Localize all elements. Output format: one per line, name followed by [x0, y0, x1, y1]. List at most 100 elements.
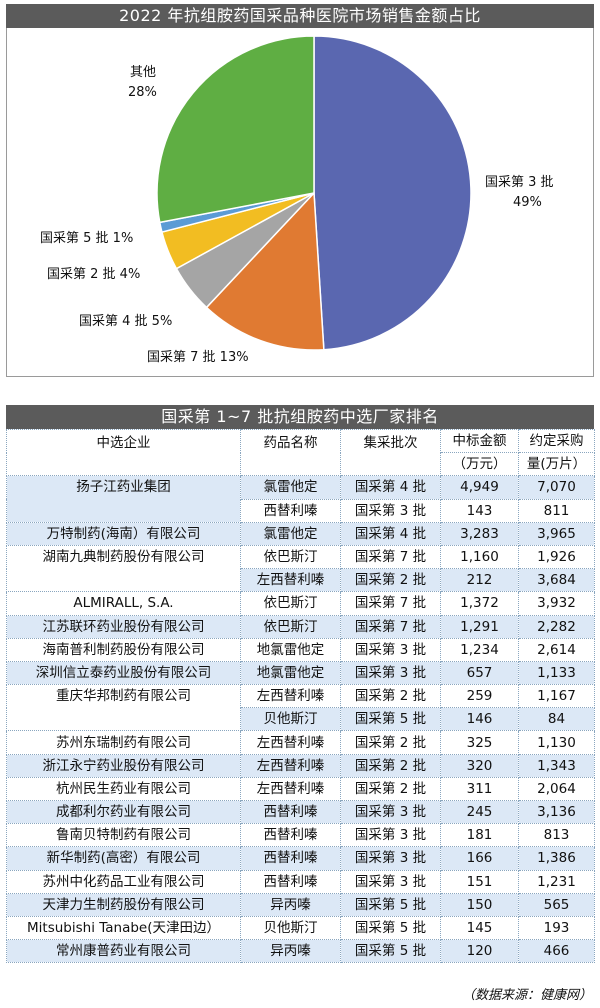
drug-cell: 贝他斯汀 [240, 915, 341, 941]
amount-cell: 4,949 [440, 475, 519, 500]
batch-cell: 国采第 5 批 [340, 707, 441, 732]
chart-title: 2022 年抗组胺药国采品种医院市场销售金额占比 [6, 4, 594, 28]
volume-cell: 466 [518, 939, 595, 964]
table-row: 西替利嗪 国采第 3 批 143 811 [7, 498, 595, 523]
drug-cell: 左西替利嗪 [240, 753, 341, 778]
company-cell: 苏州中化药品工业有限公司 [6, 869, 241, 894]
drug-cell: 西替利嗪 [240, 498, 341, 523]
pie-slice-label: 国采第 5 批 1% [40, 231, 133, 246]
batch-cell: 国采第 2 批 [340, 684, 441, 709]
table-row: 海南普利制药股份有限公司 地氯雷他定 国采第 3 批 1,234 2,614 [6, 637, 595, 662]
company-cell: 鲁南贝特制药有限公司 [6, 823, 241, 848]
amount-cell: 146 [440, 707, 519, 732]
volume-cell: 3,684 [518, 568, 595, 593]
volume-cell: 3,136 [518, 799, 595, 825]
company-cell: 湖南九典制药股份有限公司 [6, 544, 241, 593]
header-drug: 药品名称 [240, 428, 341, 477]
amount-cell: 151 [440, 869, 519, 894]
amount-cell: 143 [440, 498, 519, 523]
volume-cell: 3,965 [518, 521, 595, 546]
volume-cell: 1,926 [518, 544, 595, 570]
amount-cell: 212 [440, 568, 519, 593]
company-cell: ALMIRALL, S.A. [6, 591, 241, 616]
company-cell: 江苏联环药业股份有限公司 [6, 614, 241, 639]
company-cell: 海南普利制药股份有限公司 [6, 637, 241, 662]
batch-cell: 国采第 3 批 [340, 498, 441, 523]
amount-cell: 657 [440, 660, 519, 686]
amount-cell: 1,291 [440, 614, 519, 639]
volume-cell: 1,343 [518, 753, 595, 778]
pie-slice-label: 国采第 4 批 5% [79, 314, 172, 329]
amount-cell: 325 [440, 730, 519, 755]
table-row: 鲁南贝特制药有限公司 西替利嗪 国采第 3 批 181 813 [6, 823, 595, 848]
pie-slice [156, 35, 315, 224]
drug-cell: 贝他斯汀 [240, 707, 341, 732]
amount-cell: 1,234 [440, 637, 519, 662]
batch-cell: 国采第 7 批 [340, 591, 441, 616]
table-row: 重庆华邦制药有限公司 左西替利嗪 国采第 2 批 259 1,167 [6, 684, 595, 732]
table-row: 万特制药(海南）有限公司 氯雷他定 国采第 4 批 3,283 3,965 [6, 521, 595, 546]
header-volume: 约定采购 [518, 428, 595, 454]
table-row: 浙江永宁药业股份有限公司 左西替利嗪 国采第 2 批 320 1,343 [6, 753, 595, 778]
drug-cell: 左西替利嗪 [240, 568, 341, 593]
table-row: 江苏联环药业股份有限公司 依巴斯汀 国采第 7 批 1,291 2,282 [6, 614, 595, 639]
drug-cell: 西替利嗪 [240, 869, 341, 894]
pie-slice-label: 国采第 7 批 13% [147, 350, 249, 365]
volume-cell: 2,614 [518, 637, 595, 662]
company-cell: 深圳信立泰药业股份有限公司 [6, 660, 241, 686]
volume-cell: 193 [518, 915, 595, 941]
company-cell: 浙江永宁药业股份有限公司 [6, 753, 241, 778]
drug-cell: 地氯雷他定 [240, 637, 341, 662]
pie-slice [313, 35, 472, 351]
pie-chart: 国采第 3 批 49% 国采第 7 批 13% 国采第 4 批 5% 国采第 2 批 4… [40, 35, 554, 365]
company-cell: 万特制药(海南）有限公司 [6, 521, 241, 546]
drug-cell: 异丙嗪 [240, 892, 341, 917]
batch-cell: 国采第 3 批 [340, 660, 441, 686]
header-company: 中选企业 [6, 428, 241, 477]
pie-slice-label: 国采第 2 批 4% [47, 267, 140, 282]
table-row: ALMIRALL, S.A. 依巴斯汀 国采第 7 批 1,372 3,932 [6, 591, 595, 616]
drug-cell: 依巴斯汀 [240, 614, 341, 639]
amount-cell: 259 [440, 684, 519, 709]
table-row: Mitsubishi Tanabe(天津田边） 贝他斯汀 国采第 5 批 145 193 [6, 915, 595, 941]
volume-cell: 811 [518, 498, 595, 523]
batch-cell: 国采第 2 批 [340, 776, 441, 802]
table-row: 湖南九典制药股份有限公司 依巴斯汀 国采第 7 批 1,160 1,926 [6, 544, 595, 593]
amount-cell: 181 [440, 823, 519, 848]
company-cell: 新华制药(高密）有限公司 [6, 846, 241, 871]
drug-cell: 地氯雷他定 [240, 660, 341, 686]
pie-slice-label: 其他 28% [128, 65, 157, 100]
header-batch: 集采批次 [340, 428, 441, 477]
batch-cell: 国采第 4 批 [340, 475, 441, 500]
table-row: 常州康普药业有限公司 异丙嗪 国采第 5 批 120 466 [6, 939, 595, 964]
batch-cell: 国采第 4 批 [340, 521, 441, 546]
drug-cell: 左西替利嗪 [240, 776, 341, 802]
volume-cell: 84 [518, 707, 595, 732]
table-title: 国采第 1~7 批抗组胺药中选厂家排名 [6, 405, 594, 429]
batch-cell: 国采第 7 批 [340, 544, 441, 570]
header-amount: 中标金额 [440, 428, 519, 454]
amount-cell: 120 [440, 939, 519, 964]
header-volume-unit: 量(万片） [518, 452, 595, 477]
table-row: 成都利尔药业有限公司 西替利嗪 国采第 3 批 245 3,136 [6, 799, 595, 825]
batch-cell: 国采第 3 批 [340, 869, 441, 894]
batch-cell: 国采第 7 批 [340, 614, 441, 639]
drug-cell: 氯雷他定 [240, 475, 341, 500]
amount-cell: 320 [440, 753, 519, 778]
table-row: 天津力生制药股份有限公司 异丙嗪 国采第 5 批 150 565 [6, 892, 595, 917]
drug-cell: 依巴斯汀 [240, 544, 341, 570]
batch-cell: 国采第 2 批 [340, 730, 441, 755]
batch-cell: 国采第 3 批 [340, 823, 441, 848]
drug-cell: 左西替利嗪 [240, 684, 341, 709]
volume-cell: 1,130 [518, 730, 595, 755]
volume-cell: 1,167 [518, 684, 595, 709]
drug-cell: 西替利嗪 [240, 799, 341, 825]
volume-cell: 565 [518, 892, 595, 917]
volume-cell: 813 [518, 823, 595, 848]
company-cell: 扬子江药业集团 [6, 475, 241, 523]
amount-cell: 1,160 [440, 544, 519, 570]
pie-slice [205, 191, 325, 351]
volume-cell: 1,386 [518, 846, 595, 871]
volume-cell: 2,064 [518, 776, 595, 802]
